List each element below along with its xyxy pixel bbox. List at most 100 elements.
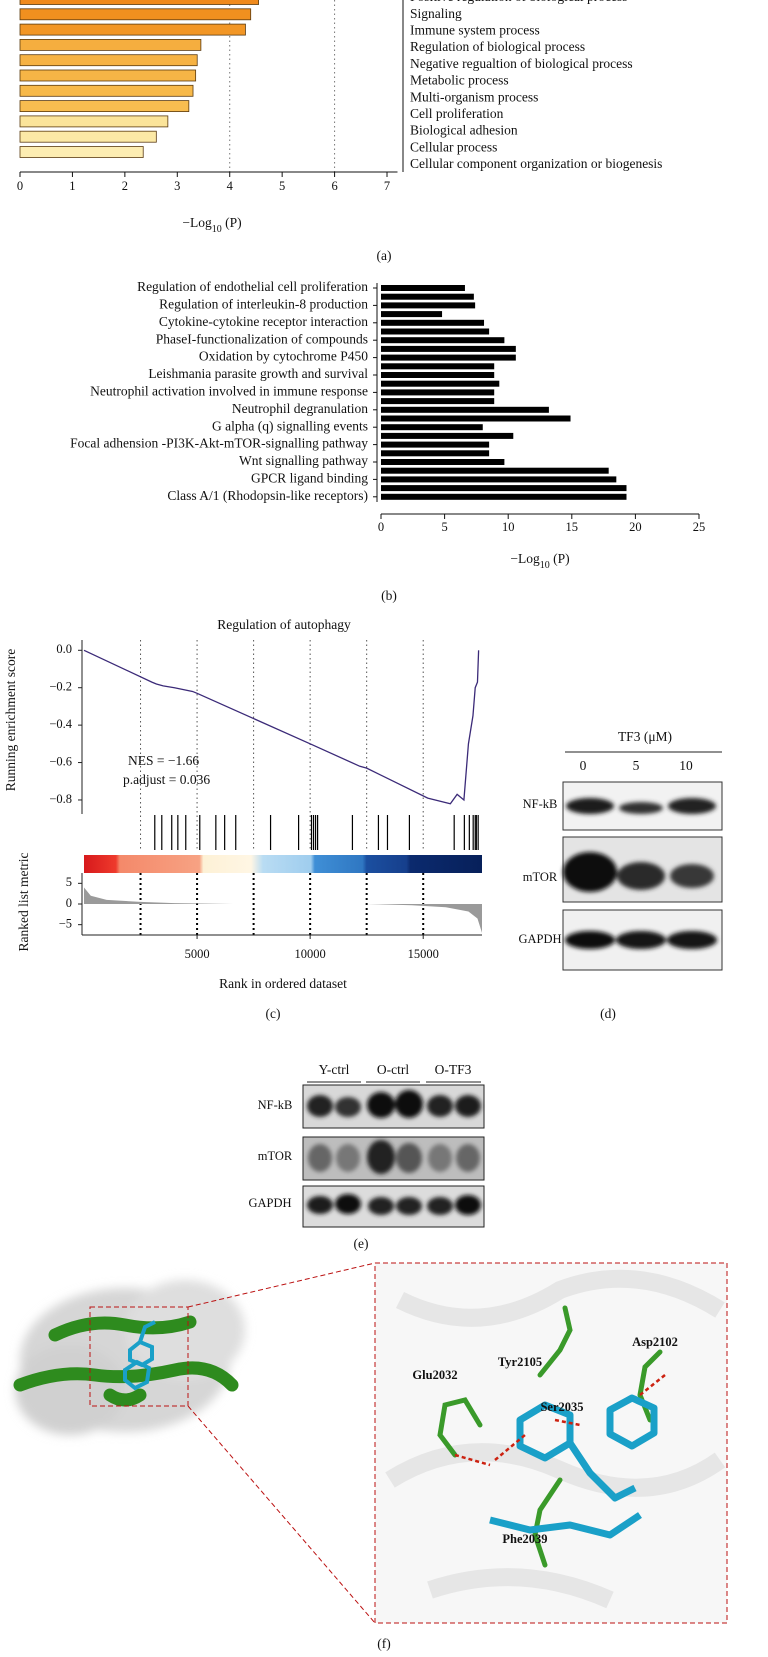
bar xyxy=(19,23,246,36)
panel-label: (e) xyxy=(354,1236,369,1251)
category-label: Oxidation by cytochrome P450 xyxy=(199,349,368,364)
residue-label: Tyr2105 xyxy=(498,1355,542,1369)
y-tick-label: −0.6 xyxy=(49,754,72,768)
row-label: NF-kB xyxy=(523,797,558,811)
category-label: Focal adhension -PI3K-Akt-mTOR-signallin… xyxy=(70,436,368,451)
bar xyxy=(19,100,190,112)
category-label: Cellular component organization or bioge… xyxy=(410,156,662,171)
zoom-line xyxy=(187,1405,376,1624)
metric-axis-label: Ranked list metric xyxy=(16,853,31,952)
x-tick-label: 10000 xyxy=(295,947,326,961)
panel-label: (d) xyxy=(600,1006,616,1021)
x-axis-label-part: 10 xyxy=(540,560,550,571)
category-label: Positive regulation of biological proces… xyxy=(410,0,627,4)
bar xyxy=(381,485,627,492)
blot-e: Y-ctrl O-ctrl O-TF3 NF-kB mTOR GAPDH (e) xyxy=(248,1062,485,1251)
category-label: Class A/1 (Rhodopsin-like receptors) xyxy=(167,488,368,503)
x-tick-label: 5000 xyxy=(185,947,210,961)
category-label: Regulation of biological process xyxy=(410,39,585,54)
bar xyxy=(19,8,252,21)
bar xyxy=(19,69,197,82)
x-tick-label: 15 xyxy=(566,520,579,534)
row-label: GAPDH xyxy=(248,1196,291,1210)
enrichment-line xyxy=(83,649,480,805)
bar xyxy=(381,424,483,431)
dose-label: 5 xyxy=(633,758,640,773)
bar xyxy=(381,319,485,326)
bar xyxy=(19,115,169,128)
category-label: Regulation of endothelial cell prolifera… xyxy=(137,279,368,294)
bar xyxy=(381,415,571,422)
bar xyxy=(381,459,505,465)
category-label: PhaseI-functionalization of compounds xyxy=(156,331,368,346)
x-tick-label: 7 xyxy=(384,179,390,193)
bar xyxy=(381,328,490,335)
hbonds xyxy=(454,1374,666,1467)
category-label: Leishmania parasite growth and survival xyxy=(148,366,368,381)
bar xyxy=(381,354,516,361)
category-label: Negative regualtion of biological proces… xyxy=(410,56,633,71)
category-label: Neutrophil degranulation xyxy=(232,401,368,416)
bar xyxy=(381,311,443,318)
y-tick-label: −0.8 xyxy=(49,792,72,806)
annotation: NES = −1.66 xyxy=(128,753,199,768)
bar xyxy=(381,363,495,370)
category-label: Multi-organism process xyxy=(410,89,538,104)
panel-label: (b) xyxy=(381,588,397,603)
bar xyxy=(19,0,259,5)
row-label: NF-kB xyxy=(258,1098,293,1112)
panel-label: (f) xyxy=(377,1636,391,1651)
category-label: Regulation of interleukin-8 production xyxy=(159,296,368,311)
bar xyxy=(381,406,549,413)
x-tick-label: 10 xyxy=(502,520,515,534)
treatment-label: TF3 (μM) xyxy=(618,729,672,744)
panel-label: (a) xyxy=(377,248,392,263)
x-tick-label: 3 xyxy=(174,179,180,193)
category-label: Cell proliferation xyxy=(410,106,504,121)
bar xyxy=(19,39,202,51)
chart-title: Regulation of autophagy xyxy=(217,617,351,632)
panel-label: (c) xyxy=(266,1006,281,1021)
metric-y-tick-label: 0 xyxy=(66,896,72,910)
category-label: Wnt signalling pathway xyxy=(239,453,368,468)
x-tick-label: 0 xyxy=(378,520,384,534)
x-axis-label-part: (P) xyxy=(222,215,242,230)
ligand-zoom xyxy=(489,1394,658,1539)
x-axis-label-part: −Log xyxy=(510,551,540,566)
category-label: Cellular process xyxy=(410,139,497,154)
bar xyxy=(19,84,194,97)
bands xyxy=(307,1090,481,1215)
x-tick-label: 5 xyxy=(441,520,447,534)
zoom-line xyxy=(187,1262,376,1308)
x-tick-label: 15000 xyxy=(408,947,439,961)
bar xyxy=(381,441,490,448)
docking: Tyr2105 Asp2102 Glu2032 Ser2035 Phe2039 … xyxy=(13,1262,728,1651)
residue-label: Glu2032 xyxy=(412,1368,457,1382)
metric-y-tick-label: 5 xyxy=(66,875,72,889)
dose-label: 10 xyxy=(679,758,693,773)
bar xyxy=(381,380,500,387)
ligand xyxy=(123,1320,156,1391)
bar xyxy=(19,54,198,67)
bar xyxy=(19,146,144,158)
helices xyxy=(13,1315,239,1407)
bar xyxy=(381,450,490,457)
group-label: O-ctrl xyxy=(377,1062,409,1077)
bar xyxy=(381,389,495,396)
bar xyxy=(381,302,476,309)
y-tick-label: 0.0 xyxy=(56,642,72,656)
row-label: mTOR xyxy=(258,1149,293,1163)
category-label: Immune system process xyxy=(410,22,540,37)
rank-colorbar xyxy=(84,855,482,873)
metric-y-tick-label: −5 xyxy=(59,917,72,931)
row-label: mTOR xyxy=(523,870,558,884)
residue-label: Ser2035 xyxy=(540,1400,583,1414)
bar xyxy=(19,130,157,143)
bar xyxy=(381,493,627,500)
x-tick-label: 2 xyxy=(122,179,128,193)
x-tick-label: 25 xyxy=(693,520,706,534)
group-label: O-TF3 xyxy=(435,1062,472,1077)
y-tick-label: −0.4 xyxy=(49,717,72,731)
bar xyxy=(381,345,516,352)
bar xyxy=(381,432,514,439)
